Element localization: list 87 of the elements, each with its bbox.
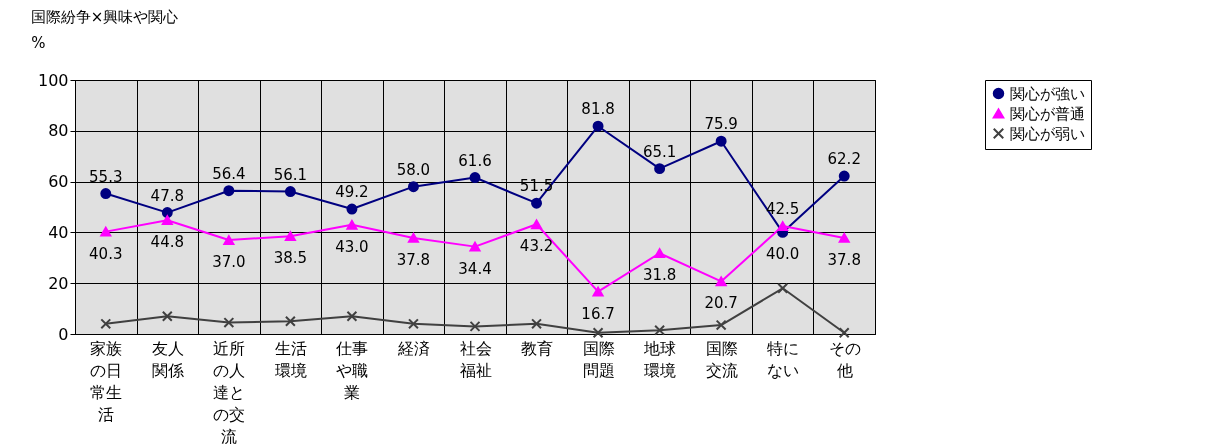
- data-label: 20.7: [704, 294, 738, 313]
- point: [777, 282, 789, 294]
- point: [284, 231, 296, 242]
- point: [531, 197, 543, 209]
- point: [407, 181, 419, 193]
- point: [100, 188, 112, 199]
- point: [469, 320, 481, 332]
- y-tick-label: 20: [48, 273, 69, 293]
- legend-label: 関心が強い: [1010, 84, 1085, 103]
- point: [715, 276, 727, 287]
- point: [407, 233, 419, 243]
- x-tick-label: 仕事や職業: [335, 338, 369, 402]
- point: [284, 315, 296, 327]
- point: [531, 219, 543, 230]
- point: [223, 317, 235, 329]
- point: [284, 186, 296, 197]
- point: [531, 318, 543, 330]
- point: [777, 221, 789, 231]
- data-label: 37.8: [396, 250, 431, 269]
- data-label: 47.8: [150, 186, 185, 205]
- x-tick-label: 家族の日常生活: [90, 338, 123, 424]
- point: [715, 135, 727, 147]
- point: [223, 185, 235, 197]
- x-tick-label: 近所の人達との交流: [213, 338, 246, 445]
- point: [654, 248, 666, 259]
- point: [592, 327, 604, 339]
- point: [838, 327, 850, 339]
- point: [838, 170, 850, 182]
- data-label: 49.2: [335, 183, 369, 202]
- x-tick-label: 生活環境: [274, 338, 307, 380]
- data-label: 42.5: [765, 200, 800, 219]
- point: [161, 207, 173, 219]
- point: [838, 233, 850, 243]
- point: [223, 235, 235, 245]
- data-label: 65.1: [642, 142, 677, 161]
- data-label: 40.0: [765, 245, 800, 264]
- point: [346, 219, 358, 230]
- data-label: 56.1: [273, 165, 308, 184]
- point: [100, 226, 112, 237]
- data-label: 81.8: [581, 100, 615, 119]
- data-label: 44.8: [150, 233, 185, 252]
- data-label: 38.5: [273, 249, 308, 268]
- legend-label: 関心が弱い: [1010, 124, 1085, 143]
- y-tick-label: 100: [37, 70, 69, 90]
- y-tick-label: 80: [48, 121, 69, 141]
- y-axis-title: %: [31, 33, 46, 52]
- point: [346, 310, 358, 322]
- data-label: 58.0: [396, 160, 431, 179]
- legend-label: 関心が普通: [1010, 104, 1085, 123]
- data-label: 56.4: [212, 164, 246, 183]
- data-label: 31.8: [642, 266, 677, 285]
- x-tick-label: 特にない: [767, 338, 800, 380]
- data-label: 37.0: [212, 253, 246, 272]
- y-tick-label: 40: [48, 222, 69, 242]
- point: [161, 310, 173, 322]
- point: [100, 318, 112, 330]
- point: [161, 215, 173, 226]
- data-label: 43.0: [335, 237, 369, 256]
- data-label: 34.4: [458, 259, 492, 278]
- x-tick-label: 国際交流: [705, 338, 738, 380]
- data-label: 61.6: [458, 151, 492, 170]
- point: [654, 163, 666, 175]
- data-label: 62.2: [827, 150, 861, 169]
- x-tick-label: 経済: [396, 338, 430, 358]
- x-tick-label: 教育: [521, 338, 554, 358]
- x-tick-label: その他: [828, 338, 861, 380]
- chart-title: 国際紛争×興味や関心: [30, 8, 179, 26]
- point: [592, 286, 604, 297]
- point: [469, 172, 481, 183]
- data-label: 40.3: [89, 244, 123, 263]
- y-tick-label: 0: [58, 324, 69, 344]
- data-label: 37.8: [827, 250, 861, 269]
- data-label: 43.2: [519, 237, 554, 256]
- y-tick-label: 60: [48, 172, 69, 192]
- point: [592, 120, 604, 132]
- point: [346, 203, 358, 215]
- data-label: 75.9: [704, 115, 738, 134]
- data-label: 55.3: [89, 167, 123, 186]
- point: [654, 324, 666, 336]
- point: [407, 318, 419, 330]
- x-tick-label: 地球環境: [643, 338, 677, 380]
- point: [469, 241, 481, 252]
- x-tick-label: 友人関係: [151, 338, 184, 380]
- data-label: 16.7: [581, 304, 615, 323]
- x-tick-label: 国際問題: [582, 338, 615, 380]
- point: [715, 319, 727, 331]
- x-tick-label: 社会福祉: [459, 338, 492, 380]
